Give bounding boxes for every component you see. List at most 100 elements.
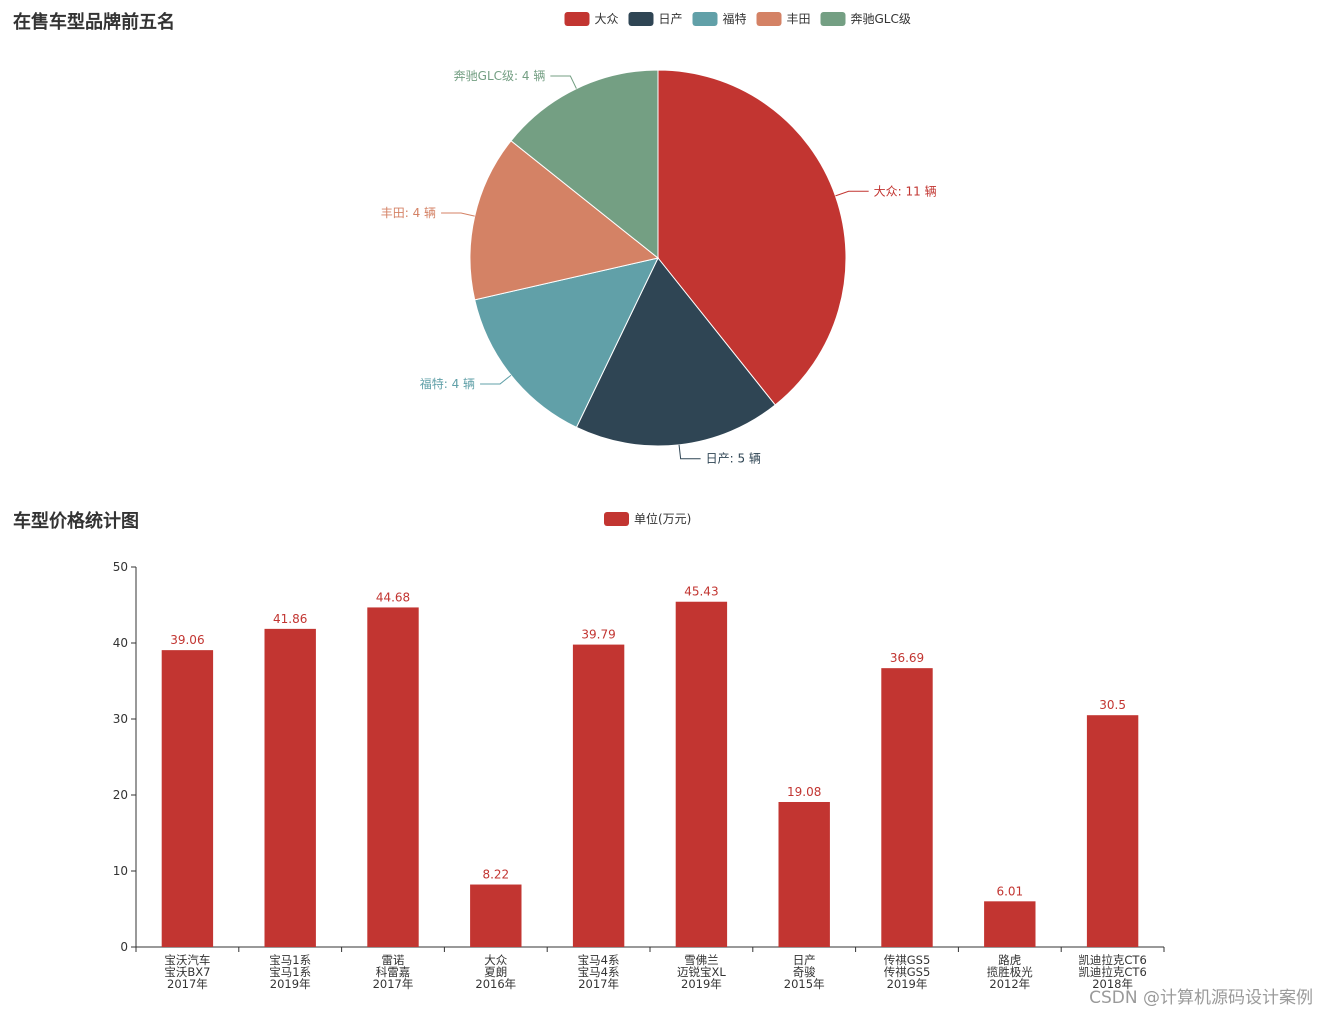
bar[interactable] bbox=[470, 884, 522, 947]
bar[interactable] bbox=[984, 901, 1036, 947]
pie-chart-title: 在售车型品牌前五名 bbox=[13, 11, 175, 33]
bar-value-label: 36.69 bbox=[890, 651, 924, 665]
x-tick-label: 大众夏朗 2016年 bbox=[475, 953, 516, 991]
pie-legend-item[interactable]: 大众 bbox=[564, 12, 619, 26]
bar-value-label: 39.06 bbox=[170, 633, 204, 647]
legend-label: 福特 bbox=[723, 11, 747, 26]
x-tick-label: 传祺GS5 传祺GS5 2019年 bbox=[884, 953, 931, 991]
x-tick-label-line: 日产 bbox=[793, 953, 816, 967]
legend-label: 奔驰GLC级 bbox=[851, 12, 911, 26]
x-tick-label-line: 凯迪拉克CT6 bbox=[1078, 965, 1146, 979]
x-tick-label-line: 2017年 bbox=[578, 977, 619, 991]
x-tick-label-line: 奇骏 bbox=[793, 965, 816, 979]
bar[interactable] bbox=[778, 801, 830, 947]
pie-slice[interactable] bbox=[657, 69, 847, 406]
legend-swatch bbox=[564, 12, 590, 26]
x-tick-label-line: 雪佛兰 bbox=[684, 953, 719, 967]
x-tick-label-line: 科雷嘉 bbox=[376, 965, 411, 979]
x-tick-label-line: 宝马1系 bbox=[269, 953, 311, 967]
y-tick-label: 40 bbox=[113, 636, 128, 650]
pie-labels: 大众: 11 辆日产: 5 辆 福特: 4 辆 丰田: 4 辆 奔驰GLC级: 4 辆 bbox=[381, 69, 937, 466]
pie-legend-item[interactable]: 日产 bbox=[628, 12, 683, 26]
pie-label-line bbox=[441, 212, 475, 217]
y-tick-label: 10 bbox=[113, 864, 128, 878]
pie-slice-label: 奔驰GLC级: 4 辆 bbox=[454, 69, 546, 83]
bar[interactable] bbox=[161, 650, 214, 947]
x-tick-label-line: 传祺GS5 bbox=[884, 953, 931, 967]
x-tick-label: 宝马1系宝马1系 2019年 bbox=[269, 953, 311, 991]
pie-slice[interactable] bbox=[469, 140, 660, 301]
x-tick-label-line: 大众 bbox=[484, 953, 507, 967]
pie-legend-item[interactable]: 丰田 bbox=[756, 12, 811, 26]
y-tick-label: 30 bbox=[113, 712, 128, 726]
x-tick-label-line: 宝马4系 bbox=[578, 965, 620, 979]
x-tick-label: 凯迪拉克CT6 凯迪拉克CT6 2018年 bbox=[1078, 953, 1146, 991]
x-tick-label-line: 2019年 bbox=[887, 977, 928, 991]
pie-slice-label: 大众: 11 辆 bbox=[874, 184, 937, 198]
y-tick-label: 50 bbox=[113, 560, 128, 574]
bar-legend-item[interactable]: 单位(万元) bbox=[604, 511, 691, 526]
x-tick-label: 路虎揽胜极光 2012年 bbox=[987, 953, 1033, 991]
pie-slice[interactable] bbox=[510, 69, 659, 260]
x-tick-label: 雪佛兰迈锐宝XL 2019年 bbox=[677, 953, 726, 991]
bar[interactable] bbox=[675, 601, 728, 947]
bar-value-label: 41.86 bbox=[273, 612, 307, 626]
x-tick-label-line: 宝沃BX7 bbox=[164, 965, 210, 979]
legend-swatch bbox=[628, 12, 654, 26]
x-tick-label-line: 路虎 bbox=[998, 953, 1021, 967]
bar-value-label: 45.43 bbox=[684, 585, 718, 599]
bar-value-label: 6.01 bbox=[996, 884, 1023, 898]
x-tick-label-line: 2018年 bbox=[1092, 977, 1133, 991]
x-tick-label-line: 凯迪拉克CT6 bbox=[1078, 953, 1146, 967]
x-tick-label-line: 2017年 bbox=[167, 977, 208, 991]
bar[interactable] bbox=[367, 607, 419, 947]
x-tick-label-line: 2015年 bbox=[784, 977, 825, 991]
x-tick-label-line: 2019年 bbox=[681, 977, 722, 991]
bar-chart-title: 车型价格统计图 bbox=[13, 510, 139, 532]
x-tick-label-line: 雷诺 bbox=[382, 953, 405, 967]
x-tick-label-line: 2016年 bbox=[475, 977, 516, 991]
legend-label: 丰田 bbox=[787, 12, 811, 26]
bar[interactable] bbox=[1086, 715, 1139, 947]
watermark: CSDN @计算机源码设计案例 bbox=[1089, 988, 1313, 1008]
x-tick-label-line: 宝马1系 bbox=[269, 965, 311, 979]
legend-label: 单位(万元) bbox=[634, 511, 691, 526]
x-tick-label-line: 2017年 bbox=[373, 977, 414, 991]
bar[interactable] bbox=[572, 644, 625, 947]
pie-legend-item[interactable]: 奔驰GLC级 bbox=[820, 12, 911, 26]
pie-slice-label: 丰田: 4 辆 bbox=[381, 206, 436, 220]
bar[interactable] bbox=[881, 668, 933, 947]
pie-slice[interactable] bbox=[474, 257, 659, 429]
bar-value-label: 8.22 bbox=[482, 868, 509, 882]
pie-legend[interactable]: 大众 日产 福特 丰田 奔驰GLC级 bbox=[564, 11, 911, 26]
x-tick-label: 宝沃汽车宝沃BX7 2017年 bbox=[164, 953, 210, 991]
pie-slice[interactable] bbox=[575, 257, 776, 447]
legend-swatch bbox=[604, 512, 629, 526]
x-tick-label-line: 迈锐宝XL bbox=[677, 965, 726, 979]
legend-label: 大众 bbox=[595, 12, 619, 26]
x-tick-label-line: 传祺GS5 bbox=[884, 965, 931, 979]
y-tick-label: 0 bbox=[120, 940, 128, 954]
x-tick-label: 雷诺科雷嘉 2017年 bbox=[373, 953, 414, 991]
bar-series: 39.06 41.86 44.68 8.22 39.79 45.43 19.08 36.69 6… bbox=[161, 585, 1139, 947]
brand-pie-chart: 在售车型品牌前五名 大众 日产 福特 丰田 奔驰GLC级 大众: 11 辆日产: 5 辆… bbox=[13, 11, 937, 466]
x-tick-label-line: 2019年 bbox=[270, 977, 311, 991]
bar-legend[interactable]: 单位(万元) bbox=[604, 511, 691, 526]
x-tick-label-line: 宝马4系 bbox=[578, 953, 620, 967]
bar-value-label: 39.79 bbox=[581, 628, 615, 642]
bar[interactable] bbox=[264, 628, 316, 947]
x-tick-label: 宝马4系宝马4系 2017年 bbox=[578, 953, 620, 991]
legend-label: 日产 bbox=[659, 12, 683, 26]
pie-slice-label: 日产: 5 辆 bbox=[706, 452, 761, 466]
legend-swatch bbox=[820, 12, 846, 26]
x-tick-label-line: 宝沃汽车 bbox=[164, 953, 210, 967]
y-tick-label: 20 bbox=[113, 788, 128, 802]
bar-value-label: 30.5 bbox=[1099, 698, 1126, 712]
pie-label-line bbox=[480, 374, 512, 385]
pie-label-line bbox=[678, 444, 701, 460]
pie-slices bbox=[469, 69, 847, 447]
pie-legend-item[interactable]: 福特 bbox=[692, 11, 747, 26]
x-tick-label: 日产奇骏 2015年 bbox=[784, 953, 825, 991]
